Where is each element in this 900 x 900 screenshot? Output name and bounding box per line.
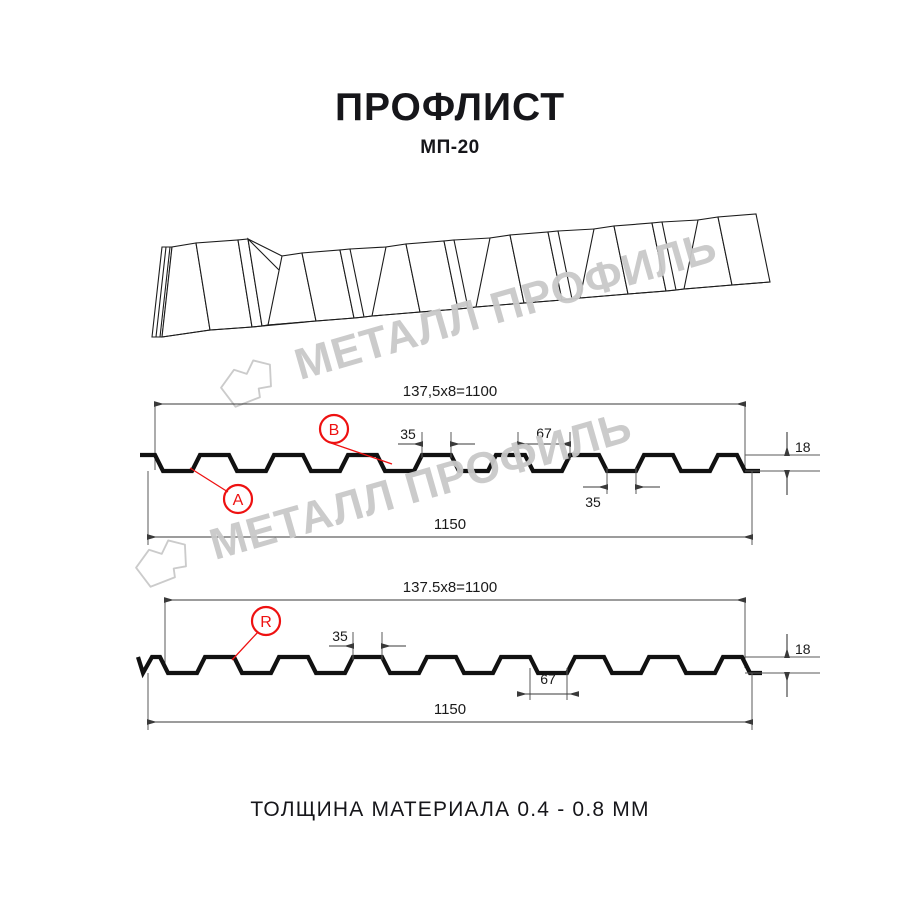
dimension-67-label-2: 67 — [540, 671, 556, 687]
callout-b-circle — [318, 413, 350, 445]
dimension-1150-top-label: 1150 — [434, 516, 466, 533]
dimension-top-label: 137,5x8=1100 — [403, 383, 497, 400]
profile-outline-bottom — [135, 654, 762, 679]
page-title: ПРОФЛИСТ — [335, 86, 565, 129]
dimension-35-bottom-label: 35 — [585, 494, 601, 510]
iso-sheet-body — [151, 213, 771, 338]
dimension-18-label-2: 18 — [795, 641, 811, 657]
callout-r-label: R — [260, 614, 272, 631]
callout-r: R — [231, 605, 282, 661]
dimension-35-label-2: 35 — [332, 628, 348, 644]
metall-profil-logo-icon — [220, 359, 272, 408]
callout-b-label: B — [329, 422, 340, 439]
cross-section-top: 137,5x8=1100 35 67 35 18 — [140, 383, 820, 545]
callout-r-leader — [231, 631, 259, 661]
watermark-lower: МЕТАЛЛ ПРОФИЛЬ — [135, 402, 638, 588]
callout-b-leader — [327, 441, 393, 465]
page-subtitle: МП-20 — [420, 137, 479, 158]
dimension-67-top-label: 67 — [536, 425, 552, 441]
watermark-text-2: МЕТАЛЛ ПРОФИЛЬ — [204, 402, 637, 569]
metall-profil-logo-icon-2 — [135, 539, 187, 588]
callout-a-label: A — [233, 492, 244, 509]
callout-r-circle — [250, 605, 282, 637]
callout-a-circle — [222, 483, 254, 515]
dimension-35-top-label: 35 — [400, 426, 416, 442]
callout-a: A — [189, 467, 254, 515]
profile-isometric-view — [151, 213, 771, 338]
dimension-1150-bottom-label: 1150 — [434, 701, 466, 718]
dimension-18-label: 18 — [795, 439, 811, 455]
footer-caption: ТОЛЩИНА МАТЕРИАЛА 0.4 - 0.8 ММ — [250, 798, 649, 821]
cross-section-bottom: 137.5x8=1100 35 67 18 1150 — [135, 579, 820, 730]
profile-outline-top — [140, 452, 760, 474]
iso-bottom-edge — [161, 281, 771, 338]
callout-a-leader — [189, 467, 229, 493]
callout-b: B — [318, 413, 393, 465]
dimension-top-label-2: 137.5x8=1100 — [403, 579, 497, 596]
